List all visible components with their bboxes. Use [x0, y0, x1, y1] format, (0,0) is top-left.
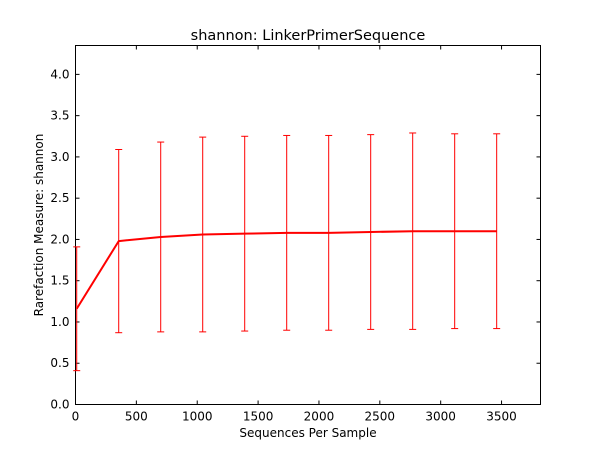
y-tick-label: 3.0: [50, 150, 69, 164]
x-tick-label: 500: [125, 410, 148, 424]
x-tick-label: 3500: [486, 410, 517, 424]
y-tick-label: 2.0: [50, 232, 69, 246]
axis-ticks: 0 500 1000 1500 2000 2500 3000 3500 0.0 0.5 1.0 1.5…: [50, 45, 541, 424]
y-tick-label: 0.5: [50, 356, 69, 370]
y-tick-label: 2.5: [50, 191, 69, 205]
y-axis-label: Rarefaction Measure: shannon: [32, 134, 46, 317]
x-tick-label: 1000: [182, 410, 213, 424]
x-tick-label: 3000: [425, 410, 456, 424]
series-layer: [73, 132, 501, 372]
y-tick-label: 0.0: [50, 398, 69, 412]
y-tick-label: 3.5: [50, 109, 69, 123]
x-tick-label: 2000: [304, 410, 335, 424]
x-tick-label: 0: [72, 410, 80, 424]
y-tick-label: 4.0: [50, 67, 69, 81]
series-line: [75, 230, 497, 310]
plot-area-frame: [75, 45, 541, 405]
x-tick-label: 1500: [243, 410, 274, 424]
chart-title: shannon: LinkerPrimerSequence: [191, 28, 426, 44]
y-tick-label: 1.5: [50, 274, 69, 288]
x-tick-label: 2500: [365, 410, 396, 424]
y-tick-label: 1.0: [50, 315, 69, 329]
x-axis-label: Sequences Per Sample: [239, 426, 376, 440]
